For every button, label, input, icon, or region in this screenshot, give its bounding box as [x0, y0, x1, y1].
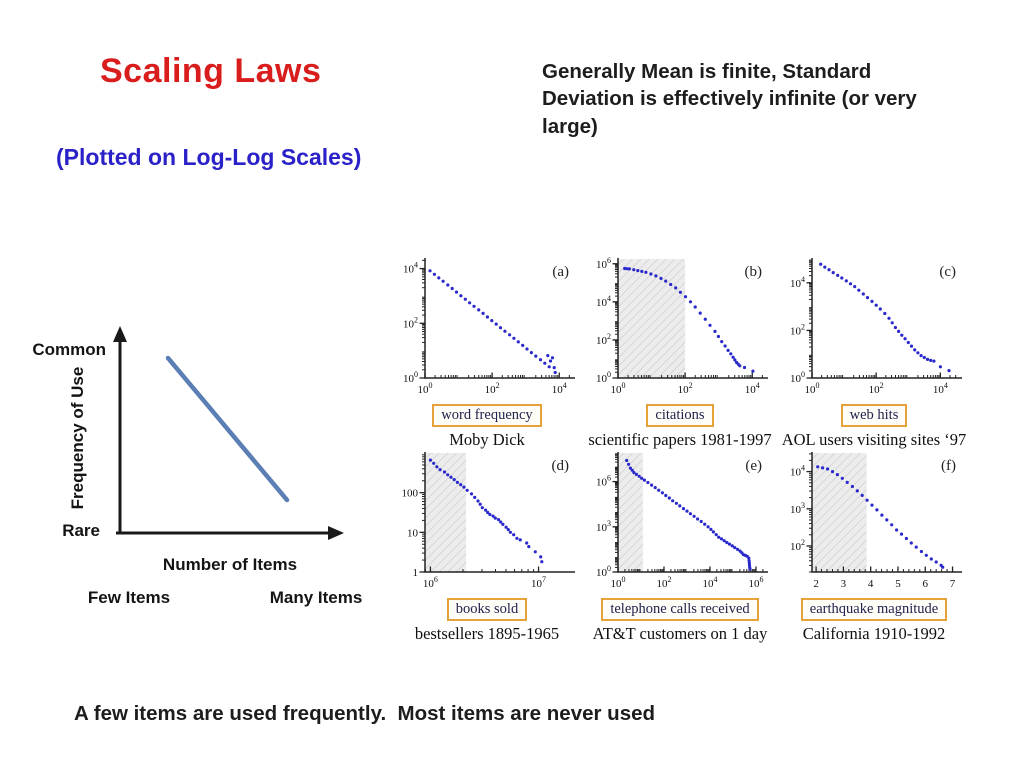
scatter-plot-earthquake-magnitude: 2 3 4 5 6 7 102 103 104 (f) [790, 452, 962, 590]
plot-label: telephone calls received [610, 601, 750, 617]
plot-label: books sold [455, 601, 519, 617]
plot-panel-word-frequency: 100 102 104 100 102 104 (a) word frequency Mob… [392, 252, 582, 450]
scatter-plot-citations: 100 102 104 100 102 104 106 (b) [596, 256, 768, 396]
diagram-rare-label: Rare [62, 521, 100, 540]
svg-text:107: 107 [531, 575, 546, 590]
scatter-plot-telephone-calls: 100 102 104 106 100 103 106 (e) [596, 452, 768, 590]
plot-panel-earthquake-magnitude: 2 3 4 5 6 7 102 103 104 (f) earthquake magnitude … [779, 446, 969, 644]
slide-title: Scaling Laws [100, 52, 322, 90]
note-text: Generally Mean is finite, Standard Devia… [542, 60, 917, 138]
plot-label: web hits [849, 407, 899, 423]
svg-text:106: 106 [423, 575, 438, 590]
svg-text:104: 104 [790, 275, 805, 290]
plot-panel-citations: 100 102 104 100 102 104 106 (b) citations scien… [585, 252, 775, 450]
plot-panel-web-hits: 100 102 104 100 102 104 (c) web hits AOL users… [779, 252, 969, 450]
plot-label-box: word frequency [432, 404, 542, 427]
svg-text:7: 7 [950, 578, 956, 590]
svg-text:1: 1 [413, 567, 419, 579]
svg-text:104: 104 [790, 464, 805, 479]
svg-text:(b): (b) [745, 264, 763, 280]
svg-text:100: 100 [418, 381, 433, 396]
svg-text:100: 100 [790, 370, 805, 385]
svg-text:4: 4 [868, 578, 874, 590]
svg-text:6: 6 [923, 578, 929, 590]
svg-text:106: 106 [748, 575, 763, 590]
plot-caption: scientific papers 1981-1997 [588, 430, 772, 449]
svg-text:102: 102 [485, 381, 500, 396]
svg-text:100: 100 [611, 575, 626, 590]
svg-text:100: 100 [403, 370, 418, 385]
diagram-common-label: Common [32, 340, 106, 359]
svg-text:104: 104 [745, 381, 760, 396]
svg-text:102: 102 [596, 332, 611, 347]
plot-label: citations [655, 407, 705, 423]
svg-text:103: 103 [790, 501, 805, 516]
concept-diagram: Common Rare Frequency of Use Number of I… [32, 326, 363, 607]
diagram-x-axis-label: Number of Items [163, 555, 297, 574]
svg-text:(d): (d) [552, 458, 570, 474]
svg-text:(a): (a) [552, 264, 569, 280]
svg-text:102: 102 [790, 322, 805, 337]
plot-panel-books-sold: 106 107 1 10 100 (d) books sold bestsellers 1… [392, 446, 582, 644]
plot-label-box: web hits [840, 404, 908, 427]
plot-label-box: citations [646, 404, 714, 427]
svg-text:102: 102 [678, 381, 693, 396]
svg-text:(c): (c) [939, 264, 956, 280]
plot-caption: bestsellers 1895-1965 [414, 624, 560, 643]
svg-text:100: 100 [596, 370, 611, 385]
plot-label: word frequency [441, 407, 533, 423]
svg-text:102: 102 [790, 538, 805, 553]
plot-caption: AT&T customers on 1 day [592, 624, 768, 643]
diagram-few-items-label: Few Items [88, 588, 170, 607]
svg-text:104: 104 [596, 294, 611, 309]
scatter-plot-books-sold: 106 107 1 10 100 (d) [402, 452, 575, 590]
svg-text:100: 100 [805, 381, 820, 396]
svg-text:102: 102 [656, 575, 671, 590]
plot-label-box: telephone calls received [601, 598, 759, 621]
svg-text:3: 3 [841, 578, 847, 590]
svg-text:2: 2 [813, 578, 819, 590]
diagram-y-axis-label: Frequency of Use [68, 367, 87, 510]
svg-text:106: 106 [596, 256, 611, 271]
right-arrow-icon [328, 526, 344, 540]
declining-trend-line [165, 355, 290, 503]
svg-text:104: 104 [552, 381, 567, 396]
plot-caption: AOL users visiting sites ‘97 [781, 430, 967, 449]
up-arrow-icon [113, 326, 127, 342]
scatter-plot-word-frequency: 100 102 104 100 102 104 (a) [403, 258, 575, 396]
svg-text:104: 104 [933, 381, 948, 396]
svg-text:(f): (f) [941, 458, 956, 474]
svg-text:100: 100 [611, 381, 626, 396]
slide-subtitle: (Plotted on Log-Log Scales) [56, 144, 362, 170]
svg-text:106: 106 [596, 474, 611, 489]
plot-label: earthquake magnitude [809, 601, 939, 617]
svg-text:103: 103 [596, 519, 611, 534]
svg-text:10: 10 [407, 527, 419, 539]
plot-caption: Moby Dick [449, 430, 525, 449]
plot-caption: California 1910-1992 [802, 624, 946, 643]
plot-label-box: books sold [446, 598, 528, 621]
svg-text:100: 100 [402, 488, 419, 500]
diagram-many-items-label: Many Items [270, 588, 363, 607]
svg-text:104: 104 [403, 261, 418, 276]
svg-text:5: 5 [895, 578, 901, 590]
svg-text:102: 102 [403, 315, 418, 330]
svg-text:102: 102 [869, 381, 884, 396]
svg-text:104: 104 [702, 575, 717, 590]
plot-panel-telephone-calls: 100 102 104 106 100 103 106 (e) telephone calls… [585, 446, 775, 644]
svg-text:(e): (e) [745, 458, 762, 474]
scatter-plot-web-hits: 100 102 104 100 102 104 (c) [790, 258, 962, 396]
svg-text:100: 100 [596, 564, 611, 579]
plot-label-box: earthquake magnitude [800, 598, 948, 621]
footer-text: A few items are used frequently. Most it… [74, 702, 656, 725]
